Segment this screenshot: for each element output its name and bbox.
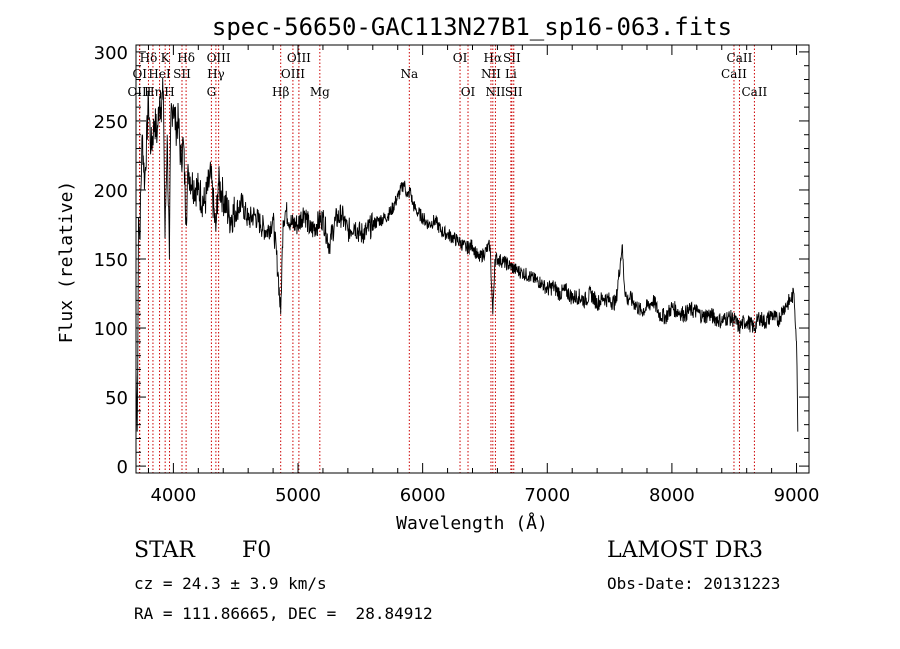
x-tick-label: 7000 (524, 485, 570, 506)
y-tick-label: 300 (94, 43, 128, 64)
redshift-cz: cz = 24.3 ± 3.9 km/s (134, 574, 327, 593)
spectral-line-label: K (161, 51, 171, 65)
y-tick-label: 0 (117, 457, 128, 478)
spectral-line-label: SII (505, 85, 523, 99)
spectrum-layer (135, 77, 799, 432)
spectral-line-label: OIII (281, 67, 305, 81)
spectral-line-label: OI (461, 85, 476, 99)
spectral-line-label: Mg (310, 85, 330, 99)
spectral-line-label: H (164, 85, 174, 99)
y-tick-label: 50 (105, 388, 128, 409)
spectral-line-label: Hδ (140, 51, 158, 65)
survey-name: LAMOST DR3 (607, 538, 763, 563)
y-axis-label: Flux (relative) (56, 181, 77, 344)
spectral-line-label: OIII (287, 51, 311, 65)
spectral-line-label: Li (505, 67, 517, 81)
x-axis-label: Wavelength (Å) (396, 512, 548, 534)
spectral-line-label: HeI (148, 67, 171, 81)
coordinates: RA = 111.86665, DEC = 28.84912 (134, 604, 433, 623)
y-tick-label: 100 (94, 319, 128, 340)
object-class: STAR (134, 538, 195, 563)
spectral-line-label: NII (481, 67, 501, 81)
spectral-line-label: CaII (727, 51, 753, 65)
spectral-line-label: OIII (127, 85, 151, 99)
spectral-line-label: Hα (484, 51, 503, 65)
y-tick-label: 200 (94, 181, 128, 202)
spectrum-chart: spec-56650-GAC113N27B1_sp16-063.fits Hδ O… (56, 13, 820, 534)
y-tick-label: 250 (94, 112, 128, 133)
spectral-line-label: SII (503, 51, 521, 65)
spectral-line-label: NII (485, 85, 505, 99)
spectral-line-label: OI (453, 51, 468, 65)
observation-date: Obs-Date: 20131223 (607, 574, 781, 593)
spectrum-line (135, 77, 799, 432)
y-tick-label: 150 (94, 250, 128, 271)
spectral-line-label: CaII (741, 85, 767, 99)
spectral-line-label: Hβ (272, 85, 289, 99)
object-subclass: F0 (242, 538, 272, 563)
spectral-line-label: OIII (207, 51, 231, 65)
spectral-line-label: Na (400, 67, 418, 81)
x-tick-label: 5000 (275, 485, 321, 506)
x-tick-label: 6000 (400, 485, 446, 506)
spectral-line-label: CaII (721, 67, 747, 81)
spectral-line-label: Hγ (207, 67, 225, 81)
axis-ticks-layer: 4000 5000 6000 7000 8000 9000 0 50 100 150 200 250 3… (94, 43, 820, 506)
spectral-line-label: G (207, 85, 217, 99)
x-tick-label: 4000 (150, 485, 196, 506)
spectral-line-label: Hδ (177, 51, 195, 65)
plot-frame (135, 44, 810, 474)
x-tick-label: 8000 (649, 485, 695, 506)
chart-title: spec-56650-GAC113N27B1_sp16-063.fits (212, 13, 732, 41)
spectral-line-label: SII (173, 67, 191, 81)
x-tick-label: 9000 (774, 485, 820, 506)
